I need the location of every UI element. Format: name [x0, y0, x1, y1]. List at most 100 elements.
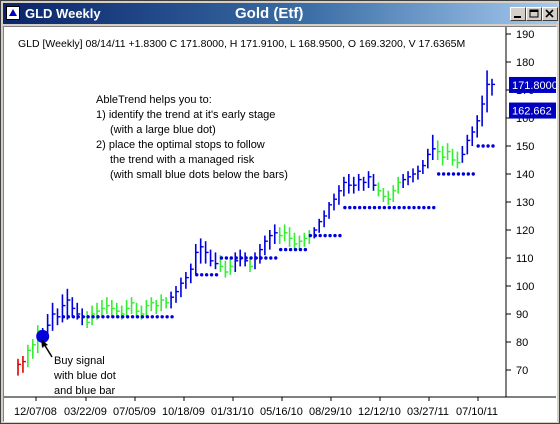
- price-bar: [204, 241, 209, 264]
- price-label-box: [509, 76, 556, 93]
- stop-dot: [377, 205, 382, 210]
- maximize-button[interactable]: [526, 7, 542, 21]
- stop-dot: [427, 205, 431, 210]
- price-bar: [249, 258, 254, 272]
- stop-dot: [451, 172, 456, 176]
- price-bar: [456, 151, 461, 169]
- price-bar: [461, 146, 466, 163]
- price-bar: [22, 356, 26, 373]
- title-bar[interactable]: GLD Weekly Gold (Etf): [3, 3, 558, 24]
- annotation-line-3: (with a large blue dot): [110, 124, 216, 136]
- price-bar: [224, 260, 229, 278]
- price-bar: [283, 224, 288, 242]
- stop-dot: [71, 315, 76, 319]
- annotation-line-1: AbleTrend helps you to:: [96, 94, 212, 106]
- price-bar: [111, 300, 115, 317]
- price-chart[interactable]: GLD [Weekly] 08/14/11 +1.8300 C 171.8000…: [4, 27, 556, 421]
- price-bar: [407, 171, 412, 186]
- stop-dot: [259, 256, 263, 260]
- price-bar: [466, 134, 471, 155]
- stop-dot: [125, 315, 130, 319]
- price-bar: [185, 272, 189, 289]
- price-bar: [377, 182, 382, 197]
- price-bar: [190, 263, 194, 284]
- annotation-line-6: (with small blue dots below the bars): [110, 169, 288, 181]
- stop-dot: [150, 315, 155, 319]
- stop-dot: [160, 315, 164, 319]
- stop-dot: [140, 315, 145, 319]
- stop-dot: [441, 172, 446, 176]
- x-tick-label: 12/12/10: [358, 406, 401, 418]
- stop-dot: [491, 144, 495, 148]
- price-bar: [27, 344, 31, 368]
- maximize-icon: [529, 9, 539, 18]
- stop-dot: [412, 205, 416, 210]
- price-bar: [491, 78, 495, 96]
- price-label-text: 171.8000: [512, 80, 556, 92]
- price-bar: [234, 252, 239, 272]
- stop-dot: [244, 256, 248, 260]
- buy-note-line-3: and blue bar: [54, 385, 116, 397]
- stop-dot: [293, 247, 298, 252]
- stop-dot: [481, 144, 485, 148]
- stop-dot: [106, 315, 110, 319]
- price-label: 162.662: [509, 102, 556, 119]
- stop-dot: [254, 256, 258, 260]
- price-bar: [269, 230, 273, 250]
- price-bar: [323, 210, 328, 228]
- buy-signal-dot: [36, 329, 50, 343]
- stop-dot: [195, 273, 199, 277]
- price-bar: [264, 235, 268, 256]
- stop-dot: [91, 315, 95, 319]
- x-tick-label: 12/07/08: [14, 406, 57, 418]
- y-tick-label: 130: [516, 197, 534, 209]
- price-bar: [451, 148, 456, 166]
- price-bar: [372, 174, 377, 191]
- stop-dot: [229, 256, 234, 260]
- price-bar: [32, 339, 36, 359]
- stop-dot: [471, 172, 475, 176]
- stop-dot: [382, 205, 387, 210]
- minimize-icon: [514, 16, 521, 18]
- y-tick-label: 140: [516, 169, 534, 181]
- price-bar: [180, 277, 184, 298]
- x-tick-label: 07/10/11: [456, 406, 498, 418]
- stop-dot: [387, 205, 392, 210]
- stop-dot: [466, 172, 471, 176]
- stop-dot: [61, 315, 66, 319]
- close-button[interactable]: [542, 7, 558, 21]
- y-tick-label: 70: [516, 365, 528, 377]
- price-bar: [91, 305, 96, 326]
- stop-dot: [407, 205, 411, 210]
- price-bar: [303, 232, 308, 247]
- stop-dot: [328, 233, 332, 238]
- price-bar: [165, 297, 170, 309]
- annotation-line-4: 2) place the optimal stops to follow: [96, 139, 265, 151]
- stop-dot: [303, 247, 308, 252]
- price-bar: [431, 134, 436, 160]
- y-tick-label: 100: [516, 281, 534, 293]
- minimize-button[interactable]: [510, 7, 526, 21]
- price-bar: [412, 168, 416, 183]
- stop-dot: [224, 256, 229, 260]
- stop-dot: [343, 205, 347, 210]
- price-bar: [382, 188, 387, 202]
- stop-dot: [145, 315, 150, 319]
- price-bar: [298, 235, 303, 250]
- price-bar: [259, 244, 263, 264]
- close-icon: [545, 9, 554, 18]
- price-bar: [486, 70, 491, 113]
- x-tick-label: 08/29/10: [309, 406, 352, 418]
- price-bar: [441, 146, 446, 166]
- chart-header-text: GLD [Weekly] 08/14/11 +1.8300 C 171.8000…: [18, 38, 465, 50]
- stop-dot: [362, 205, 367, 210]
- stop-dot: [249, 256, 253, 260]
- price-bar: [397, 176, 402, 194]
- chart-area[interactable]: GLD [Weekly] 08/14/11 +1.8300 C 171.8000…: [3, 26, 557, 422]
- price-bar: [481, 95, 486, 127]
- stop-dot: [348, 205, 352, 210]
- stop-dot: [76, 315, 80, 319]
- stop-dot: [432, 205, 436, 210]
- window-title: GLD Weekly: [25, 6, 101, 21]
- x-tick-label: 07/05/09: [113, 406, 156, 418]
